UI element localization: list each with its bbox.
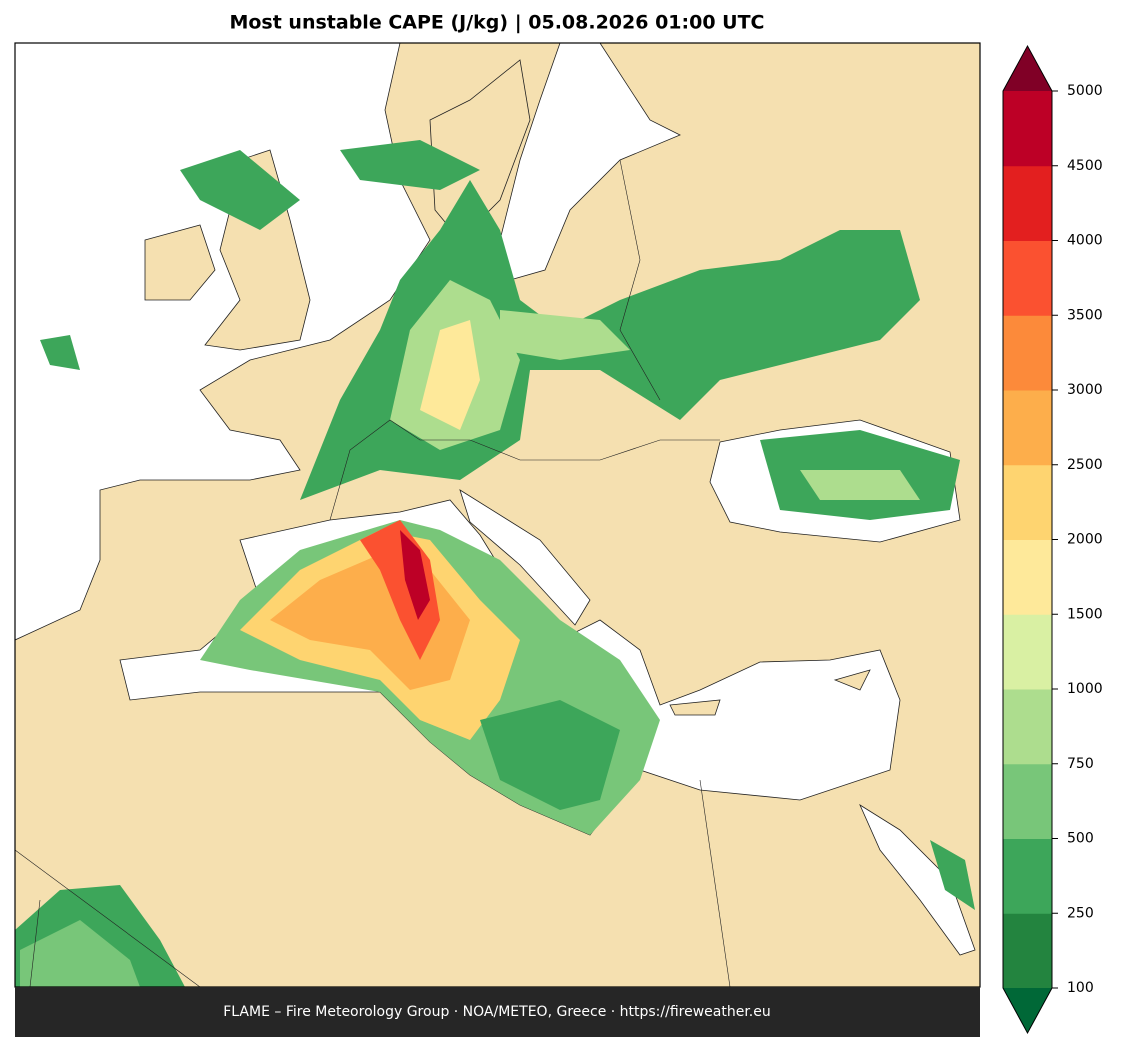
colorbar-tick-label: 3500 [1067, 307, 1103, 323]
colorbar-tick-label: 2000 [1067, 532, 1103, 548]
colorbar-segment [1003, 614, 1052, 690]
colorbar-segment [1003, 315, 1052, 391]
colorbar-segment [1003, 763, 1052, 839]
map [15, 43, 980, 987]
colorbar-segment [1003, 390, 1052, 466]
colorbar-segment [1003, 838, 1052, 914]
colorbar-over [1003, 46, 1052, 91]
footer-bar [15, 987, 980, 1037]
footer-text: FLAME – Fire Meteorology Group · NOA/MET… [223, 1004, 771, 1020]
colorbar-segment [1003, 689, 1052, 765]
colorbar-segment [1003, 913, 1052, 989]
colorbar: 100 250 500 750 1000 1500 2000 2500 3000 3500 4000… [1002, 44, 1103, 1035]
colorbar-tick-label: 1500 [1067, 606, 1103, 622]
colorbar-tick-label: 3000 [1067, 382, 1103, 398]
colorbar-tick-label: 2500 [1067, 457, 1103, 473]
colorbar-segment [1003, 539, 1052, 615]
colorbar-segment [1003, 91, 1052, 167]
colorbar-segment [1003, 240, 1052, 316]
colorbar-tick-label: 4000 [1067, 233, 1103, 249]
colorbar-under [1003, 988, 1052, 1033]
colorbar-tick-label: 1000 [1067, 681, 1103, 697]
colorbar-tick-label: 4500 [1067, 158, 1103, 174]
colorbar-tick-label: 250 [1067, 905, 1094, 921]
colorbar-tick-label: 750 [1067, 756, 1094, 772]
colorbar-segment [1003, 464, 1052, 540]
colorbar-tick-label: 5000 [1067, 83, 1103, 99]
colorbar-segment [1003, 165, 1052, 241]
colorbar-tick-label: 500 [1067, 831, 1094, 847]
map-title: Most unstable CAPE (J/kg) | 05.08.2026 0… [229, 12, 764, 34]
colorbar-tick-label: 100 [1067, 980, 1094, 996]
